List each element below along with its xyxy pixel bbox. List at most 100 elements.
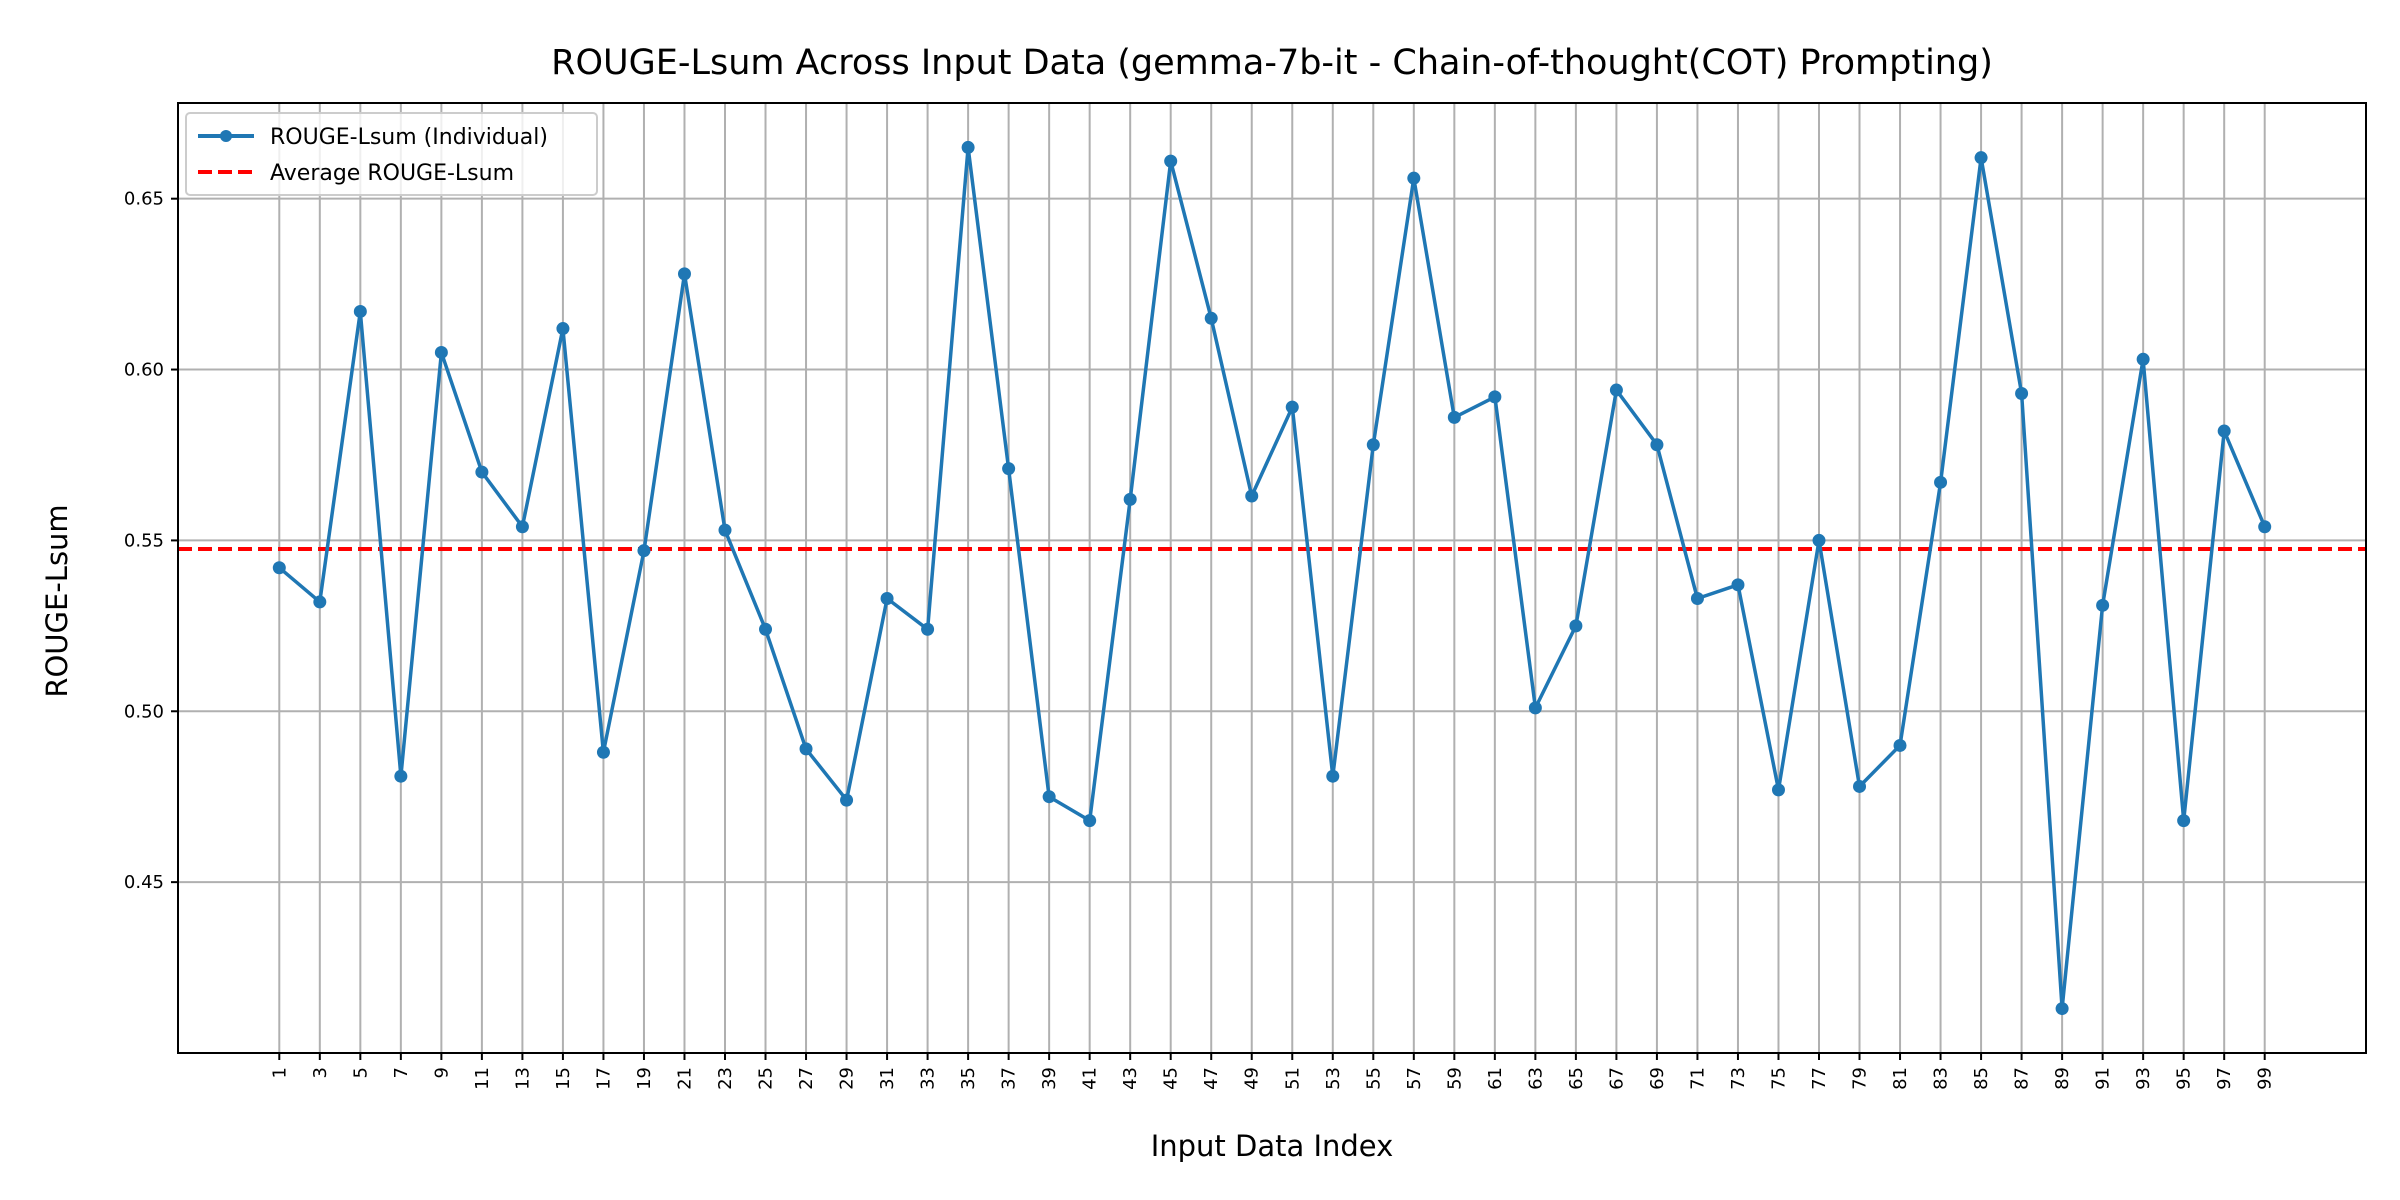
x-tick-label: 35 bbox=[958, 1067, 979, 1090]
x-tick-label: 75 bbox=[1768, 1067, 1789, 1090]
plot-frame bbox=[177, 102, 2367, 1054]
x-tick-label: 51 bbox=[1282, 1067, 1303, 1090]
data-point bbox=[272, 561, 286, 575]
x-tick-label: 25 bbox=[756, 1067, 777, 1090]
x-tick-label: 73 bbox=[1728, 1067, 1749, 1090]
data-point bbox=[1042, 790, 1056, 804]
data-point bbox=[1690, 592, 1704, 606]
data-point bbox=[434, 345, 448, 359]
series-line bbox=[278, 145, 2267, 1011]
x-tick-label: 81 bbox=[1890, 1067, 1911, 1090]
chart-title: ROUGE-Lsum Across Input Data (gemma-7b-i… bbox=[551, 43, 1993, 83]
x-tick-label: 43 bbox=[1120, 1067, 1141, 1090]
x-tick-label: 11 bbox=[472, 1067, 493, 1090]
x-tick-label: 33 bbox=[918, 1067, 939, 1090]
data-point bbox=[921, 622, 935, 636]
data-point bbox=[1488, 390, 1502, 404]
data-point bbox=[2055, 1002, 2069, 1016]
data-point bbox=[1569, 619, 1583, 633]
x-tick-label: 61 bbox=[1485, 1067, 1506, 1090]
data-point bbox=[677, 267, 691, 281]
x-tick-label: 71 bbox=[1687, 1067, 1708, 1090]
data-point bbox=[718, 523, 732, 537]
x-tick-label: 13 bbox=[512, 1067, 533, 1090]
x-tick-label: 3 bbox=[310, 1067, 331, 1078]
data-point bbox=[840, 793, 854, 807]
x-tick-label: 41 bbox=[1080, 1067, 1101, 1090]
data-point bbox=[1812, 533, 1826, 547]
data-point bbox=[394, 769, 408, 783]
x-tick-label: 53 bbox=[1323, 1067, 1344, 1090]
data-point bbox=[1650, 438, 1664, 452]
x-tick-label: 85 bbox=[1971, 1067, 1992, 1090]
data-point bbox=[1853, 779, 1867, 793]
x-tick-label: 63 bbox=[1525, 1067, 1546, 1090]
legend-average-label: Average ROUGE-Lsum bbox=[270, 161, 514, 186]
y-tick-label: 0.50 bbox=[124, 701, 164, 722]
data-point bbox=[961, 140, 975, 154]
x-tick-label: 67 bbox=[1606, 1067, 1627, 1090]
x-tick-label: 83 bbox=[1931, 1067, 1952, 1090]
x-tick-label: 17 bbox=[593, 1067, 614, 1090]
y-tick-label: 0.65 bbox=[124, 189, 164, 210]
data-point bbox=[1083, 814, 1097, 828]
data-point bbox=[515, 520, 529, 534]
x-tick-label: 19 bbox=[634, 1067, 655, 1090]
y-axis-label: ROUGE-Lsum bbox=[40, 504, 74, 697]
series-layer bbox=[272, 140, 2272, 1016]
x-tick-label: 77 bbox=[1809, 1067, 1830, 1090]
y-axis: 0.45 0.50 0.55 0.60 0.65 bbox=[124, 189, 178, 893]
data-point bbox=[1609, 383, 1623, 397]
data-point bbox=[2217, 424, 2231, 438]
data-point bbox=[1285, 400, 1299, 414]
x-tick-label: 9 bbox=[431, 1067, 452, 1078]
data-point bbox=[313, 595, 327, 609]
data-point bbox=[353, 304, 367, 318]
x-tick-label: 87 bbox=[2012, 1067, 2033, 1090]
data-point bbox=[1731, 578, 1745, 592]
data-point bbox=[1407, 171, 1421, 185]
data-point bbox=[1204, 311, 1218, 325]
x-tick-label: 65 bbox=[1566, 1067, 1587, 1090]
data-point bbox=[556, 322, 570, 336]
x-tick-label: 39 bbox=[1039, 1067, 1060, 1090]
x-tick-label: 1 bbox=[269, 1067, 290, 1078]
data-point bbox=[2177, 814, 2191, 828]
x-tick-label: 95 bbox=[2174, 1067, 2195, 1090]
x-tick-label: 45 bbox=[1161, 1067, 1182, 1090]
x-tick-label: 47 bbox=[1201, 1067, 1222, 1090]
legend: ROUGE-Lsum (Individual) Average ROUGE-Ls… bbox=[185, 112, 598, 196]
data-point bbox=[2015, 386, 2029, 400]
data-point bbox=[2258, 520, 2272, 534]
x-tick-label: 69 bbox=[1647, 1067, 1668, 1090]
x-axis-label: Input Data Index bbox=[1151, 1129, 1394, 1163]
x-tick-label: 37 bbox=[999, 1067, 1020, 1090]
x-tick-label: 23 bbox=[715, 1067, 736, 1090]
grid bbox=[178, 103, 2366, 1053]
data-point bbox=[759, 622, 773, 636]
x-tick-label: 29 bbox=[837, 1067, 858, 1090]
x-tick-label: 5 bbox=[350, 1067, 371, 1078]
legend-series-marker bbox=[220, 130, 232, 142]
x-tick-label: 49 bbox=[1242, 1067, 1263, 1090]
x-tick-label: 15 bbox=[553, 1067, 574, 1090]
data-point bbox=[880, 592, 894, 606]
data-point bbox=[1123, 492, 1137, 506]
data-point bbox=[475, 465, 489, 479]
data-point bbox=[2136, 352, 2150, 366]
x-tick-label: 55 bbox=[1363, 1067, 1384, 1090]
data-point bbox=[1771, 783, 1785, 797]
data-point bbox=[637, 544, 651, 558]
x-tick-label: 89 bbox=[2052, 1067, 2073, 1090]
y-tick-label: 0.45 bbox=[124, 872, 164, 893]
x-tick-label: 59 bbox=[1444, 1067, 1465, 1090]
data-point bbox=[1002, 462, 1016, 476]
x-tick-label: 97 bbox=[2214, 1067, 2235, 1090]
legend-box bbox=[185, 112, 598, 196]
data-point bbox=[1366, 438, 1380, 452]
data-point bbox=[1447, 410, 1461, 424]
x-tick-label: 7 bbox=[391, 1067, 412, 1078]
data-point bbox=[596, 745, 610, 759]
data-point bbox=[1326, 769, 1340, 783]
